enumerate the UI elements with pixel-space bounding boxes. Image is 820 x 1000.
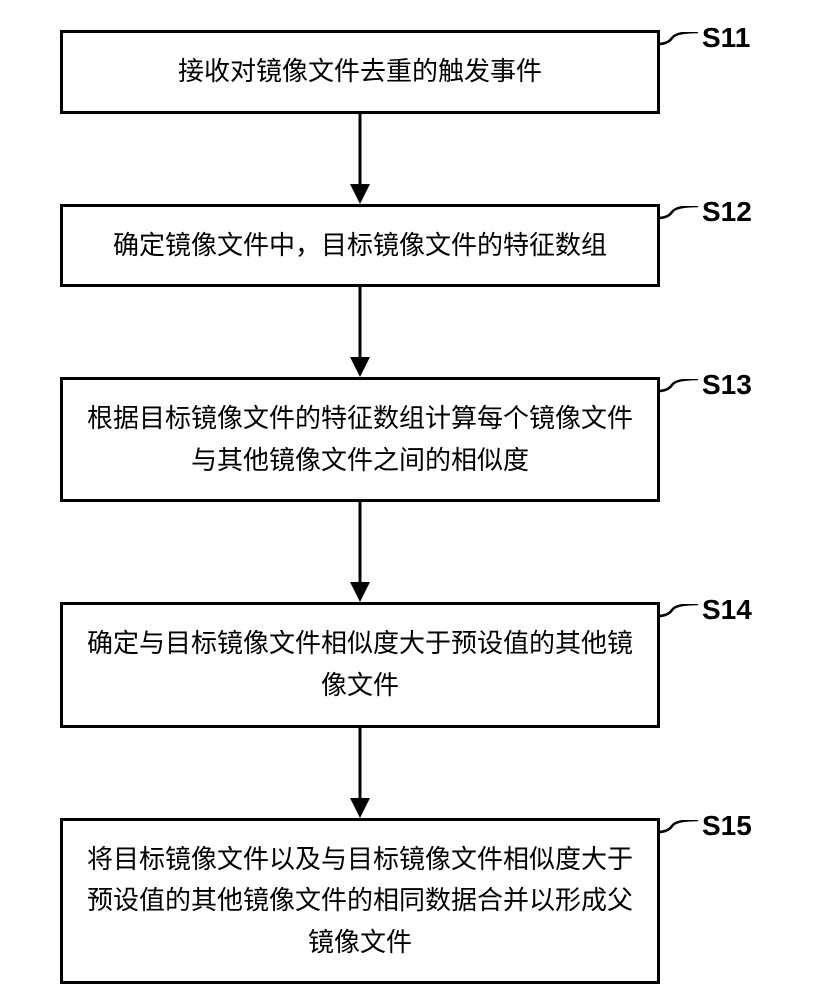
arrow-container [60, 728, 660, 818]
step-label: S11 [702, 22, 750, 54]
label-connector-icon [658, 379, 698, 409]
step-text: 将目标镜像文件以及与目标镜像文件相似度大于预设值的其他镜像文件的相同数据合并以形… [87, 839, 633, 964]
label-connector-icon [658, 206, 698, 236]
step-label: S15 [702, 810, 752, 842]
step-text: 确定与目标镜像文件相似度大于预设值的其他镜像文件 [87, 623, 633, 706]
step-text: 根据目标镜像文件的特征数组计算每个镜像文件与其他镜像文件之间的相似度 [87, 398, 633, 481]
arrow-down-icon [345, 728, 375, 818]
arrow-container [60, 502, 660, 602]
step-box-s14: 确定与目标镜像文件相似度大于预设值的其他镜像文件 [60, 602, 660, 727]
arrow-down-icon [345, 114, 375, 204]
label-connector-icon [658, 32, 698, 62]
flowchart-step: 确定镜像文件中，目标镜像文件的特征数组 S12 [60, 204, 760, 288]
arrow-container [60, 287, 660, 377]
flowchart-step: 接收对镜像文件去重的触发事件 S11 [60, 30, 760, 114]
step-label: S13 [702, 369, 752, 401]
flowchart-step: 将目标镜像文件以及与目标镜像文件相似度大于预设值的其他镜像文件的相同数据合并以形… [60, 818, 760, 985]
step-label: S14 [702, 594, 752, 626]
flowchart-container: 接收对镜像文件去重的触发事件 S11 确定镜像文件中，目标镜像文件的特征数组 S… [60, 30, 760, 984]
step-box-s15: 将目标镜像文件以及与目标镜像文件相似度大于预设值的其他镜像文件的相同数据合并以形… [60, 818, 660, 985]
label-connector-icon [658, 820, 698, 850]
step-box-s11: 接收对镜像文件去重的触发事件 [60, 30, 660, 114]
arrow-container [60, 114, 660, 204]
step-text: 接收对镜像文件去重的触发事件 [178, 51, 542, 93]
step-text: 确定镜像文件中，目标镜像文件的特征数组 [113, 225, 607, 267]
step-box-s12: 确定镜像文件中，目标镜像文件的特征数组 [60, 204, 660, 288]
arrow-down-icon [345, 502, 375, 602]
flowchart-step: 确定与目标镜像文件相似度大于预设值的其他镜像文件 S14 [60, 602, 760, 727]
step-label: S12 [702, 196, 752, 228]
label-connector-icon [658, 604, 698, 634]
flowchart-step: 根据目标镜像文件的特征数组计算每个镜像文件与其他镜像文件之间的相似度 S13 [60, 377, 760, 502]
arrow-down-icon [345, 287, 375, 377]
step-box-s13: 根据目标镜像文件的特征数组计算每个镜像文件与其他镜像文件之间的相似度 [60, 377, 660, 502]
